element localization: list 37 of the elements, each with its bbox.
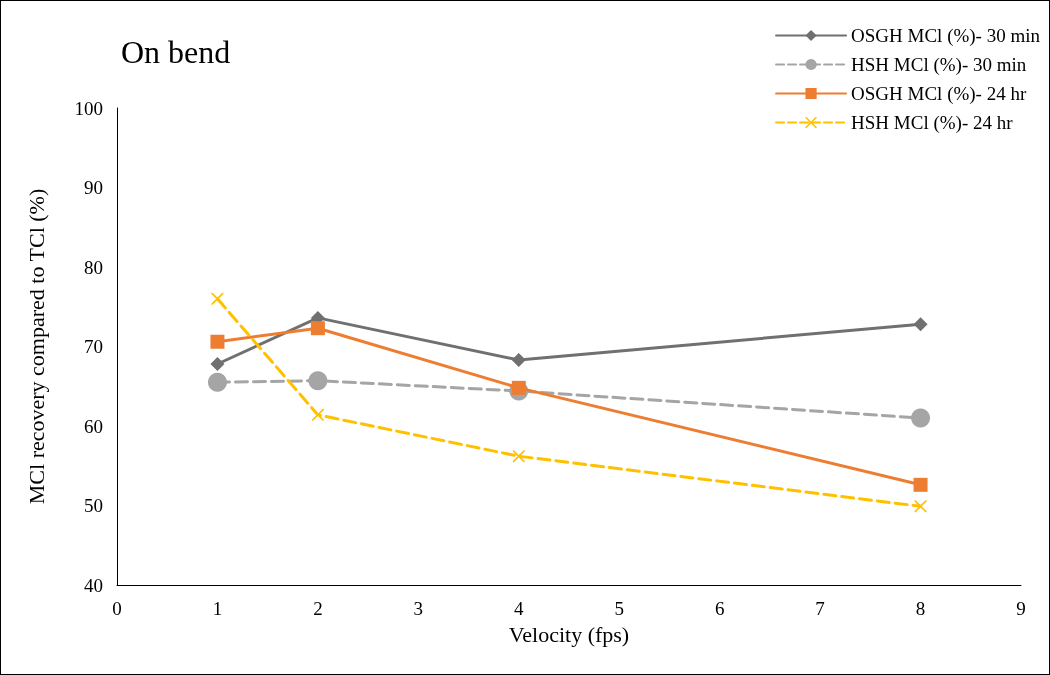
point	[911, 408, 931, 428]
y-tick-label: 50	[84, 495, 103, 516]
x-tick-label: 3	[413, 598, 424, 619]
legend-label: OSGH MCl (%)- 24 hr	[851, 83, 1027, 105]
point	[913, 477, 928, 492]
x-axis-title: Velocity (fps)	[508, 621, 630, 647]
point	[913, 317, 928, 332]
y-tick-label: 80	[84, 256, 103, 278]
x-tick-label: 0	[112, 598, 122, 619]
x-tick-label: 6	[714, 598, 725, 619]
x-tick-label: 5	[614, 598, 624, 619]
point	[207, 372, 227, 392]
y-axis-title: MCl recovery compared to TCl (%)	[23, 188, 49, 505]
point	[210, 356, 225, 371]
y-tick-label: 70	[84, 336, 103, 357]
point	[310, 321, 325, 336]
y-tick-label: 100	[74, 97, 103, 119]
point	[311, 408, 324, 421]
point	[511, 380, 526, 395]
y-tick-label: 40	[84, 574, 103, 596]
point	[512, 450, 525, 463]
x-tick-label: 4	[514, 598, 525, 619]
x-tick-label: 1	[212, 598, 223, 619]
legend-label: HSH MCl (%)- 24 hr	[851, 112, 1014, 134]
x-tick-label: 7	[815, 598, 825, 619]
point	[210, 334, 225, 349]
x-tick-label: 2	[313, 598, 323, 619]
point	[511, 353, 526, 368]
legend-label: HSH MCl (%)- 30 min	[851, 54, 1027, 76]
legend-label: OSGH MCl (%)- 30 min	[851, 25, 1041, 47]
point	[308, 371, 328, 391]
chart-title: On bend	[121, 34, 231, 70]
x-tick-label: 9	[1016, 598, 1026, 619]
point	[914, 500, 927, 513]
y-tick-label: 90	[84, 177, 103, 198]
y-tick-label: 60	[84, 415, 103, 437]
x-tick-label: 8	[915, 598, 926, 619]
